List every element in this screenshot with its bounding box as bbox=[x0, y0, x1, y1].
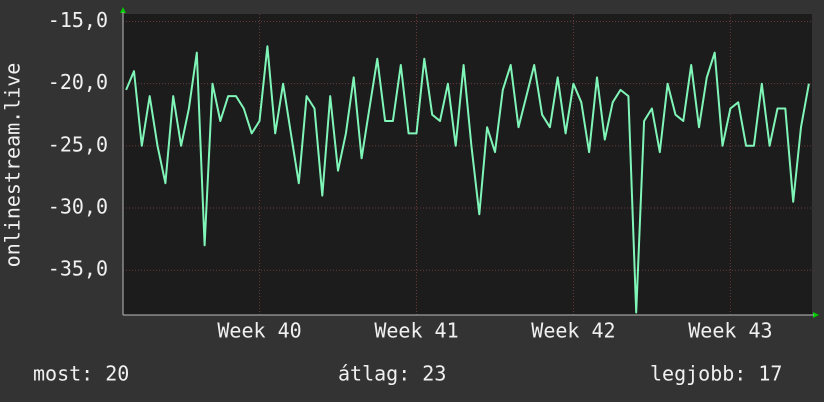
y-tick-label: -25,0 bbox=[48, 132, 108, 156]
y-tick-label: -35,0 bbox=[48, 257, 108, 281]
x-tick-label: Week 41 bbox=[374, 319, 458, 343]
x-tick-label: Week 43 bbox=[688, 319, 772, 343]
axis-arrow bbox=[813, 312, 819, 318]
y-axis-label: onlinestream.live bbox=[1, 63, 25, 268]
stat-label: legjobb: 17 bbox=[650, 362, 782, 386]
line bbox=[125, 45, 810, 314]
y-tick-label: -20,0 bbox=[48, 70, 108, 94]
x-tick-label: Week 40 bbox=[217, 319, 301, 343]
stat-label: most: 20 bbox=[33, 362, 129, 386]
y-tick-label: -15,0 bbox=[48, 8, 108, 32]
x-tick-label: Week 42 bbox=[531, 319, 615, 343]
stat-label: átlag: 23 bbox=[338, 362, 446, 386]
axis-arrow bbox=[120, 7, 126, 13]
plot-area bbox=[123, 14, 812, 315]
y-tick-label: -30,0 bbox=[48, 195, 108, 219]
